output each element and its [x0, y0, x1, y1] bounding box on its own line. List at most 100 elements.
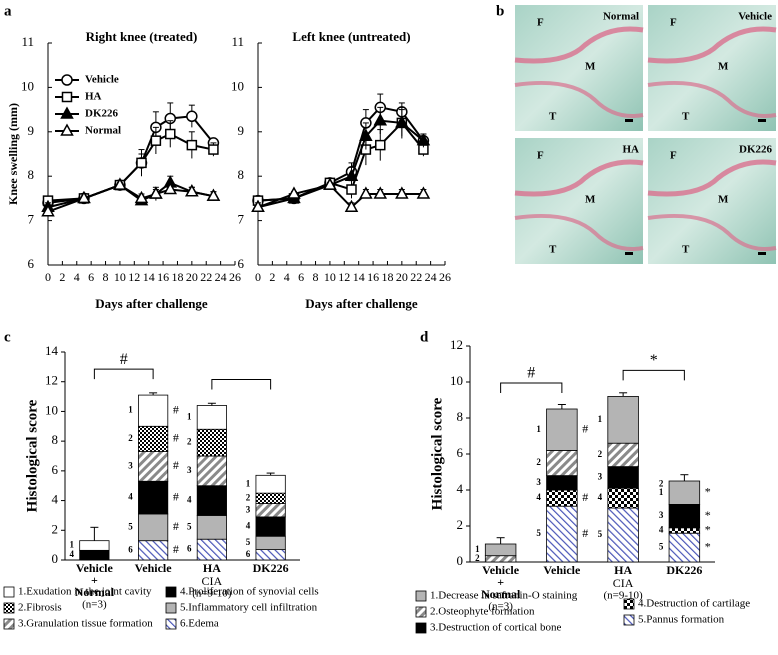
- group-n: (n=3): [82, 599, 107, 611]
- x-tick-label: Normal: [75, 585, 115, 599]
- x-tick-label: DK226: [253, 561, 289, 575]
- legend-swatch: [165, 586, 177, 598]
- significance-mark: #: [173, 431, 179, 445]
- x-tick-label: 20: [396, 270, 408, 284]
- x-tick-label: Vehicle: [543, 563, 581, 577]
- y-tick-label: 12: [450, 337, 463, 352]
- point: [323, 177, 337, 190]
- bar-segment: [546, 408, 578, 451]
- cartilage-stain: [647, 213, 777, 251]
- significance-mark: #: [582, 526, 588, 540]
- x-tick-label: 22: [200, 270, 212, 284]
- x-tick-label: +: [497, 575, 504, 589]
- y-tick-label: 10: [231, 78, 244, 93]
- bar-segment: [607, 395, 639, 444]
- x-tick-label: 0: [45, 270, 51, 284]
- tissue-label: T: [549, 244, 557, 256]
- scale-bar: [625, 252, 633, 255]
- significance-mark: *: [705, 508, 711, 522]
- segment-number: 5: [659, 542, 664, 552]
- x-tick-label: 0: [255, 270, 261, 284]
- x-tick-label: 12: [338, 270, 350, 284]
- bar-segment: [255, 503, 286, 518]
- segment-number: 5: [246, 537, 251, 547]
- legend-swatch: [415, 622, 427, 634]
- legend-swatch: [623, 614, 635, 626]
- y-tick-label: 2: [52, 521, 59, 536]
- legend-label: 4.Destruction of cartilage: [638, 598, 750, 610]
- point: [395, 186, 409, 199]
- point: [395, 115, 409, 128]
- segment-number: 3: [659, 510, 664, 520]
- y-tick-label: 6: [238, 256, 245, 271]
- histology-image: [648, 5, 776, 131]
- legend-label: DK226: [85, 108, 119, 120]
- bracket: [622, 369, 685, 381]
- bracket-label: #: [120, 351, 128, 368]
- bracket: [211, 378, 272, 390]
- scale-bar: [758, 119, 766, 122]
- segment-number: 1: [475, 544, 480, 554]
- significance-mark: *: [705, 522, 711, 536]
- legend-label: Normal: [85, 125, 121, 137]
- point: [136, 157, 147, 169]
- x-tick-label: DK226: [666, 563, 702, 577]
- segment-number: 2: [536, 457, 541, 467]
- y-tick-label: 8: [457, 409, 464, 424]
- tissue-label: M: [718, 194, 729, 206]
- bar-segment: [196, 485, 227, 516]
- segment-number: 1: [536, 424, 541, 434]
- x-tick-label: 18: [381, 270, 393, 284]
- x-tick-label: 14: [353, 270, 365, 284]
- tissue-label: T: [549, 111, 557, 123]
- cartilage-stain: [647, 26, 777, 64]
- point: [287, 186, 301, 199]
- x-tick-label: 24: [215, 270, 227, 284]
- x-tick-label: HA: [203, 561, 221, 575]
- x-tick-label: Vehicle: [482, 563, 520, 577]
- point: [416, 186, 431, 199]
- y-tick-label: 11: [231, 34, 244, 49]
- y-tick-label: 10: [45, 402, 58, 417]
- x-axis-title: Days after challenge: [95, 296, 208, 311]
- group-n: (n=9-10): [192, 588, 232, 600]
- segment-number: 6: [246, 549, 251, 559]
- y-tick-label: 14: [45, 343, 59, 358]
- segment-number: 5: [128, 521, 133, 531]
- legend-label: 1.Decrease in safranin-O staining: [430, 590, 578, 602]
- point: [251, 199, 265, 213]
- legend-label: HA: [85, 91, 102, 103]
- significance-mark: #: [582, 490, 588, 504]
- tissue-label: F: [537, 150, 544, 162]
- legend-marker: [60, 123, 74, 136]
- cartilage-stain: [514, 213, 644, 251]
- bar-segment: [484, 543, 517, 557]
- bar-segment: [255, 474, 286, 494]
- y-tick-label: 8: [238, 167, 245, 182]
- point: [149, 186, 163, 199]
- segment-number: 2: [659, 478, 664, 488]
- segment-number: 3: [246, 504, 251, 514]
- x-tick-label: 2: [59, 270, 65, 284]
- cartilage-stain: [647, 159, 777, 197]
- y-tick-label: 6: [52, 462, 59, 477]
- x-axis-title: Days after challenge: [305, 296, 418, 311]
- bar-segment: [668, 480, 701, 505]
- x-tick-label: 14: [143, 270, 155, 284]
- panel-label: c: [4, 329, 11, 345]
- legend-label: 5.Inflammatory cell infiltration: [180, 602, 318, 614]
- bar-segment: [196, 538, 227, 561]
- point: [150, 135, 162, 146]
- chart-title: Right knee (treated): [86, 29, 198, 44]
- tissue-label: M: [585, 61, 596, 73]
- significance-mark: #: [173, 489, 179, 503]
- tissue-label: T: [682, 244, 690, 256]
- y-tick-label: 2: [457, 517, 464, 532]
- tissue-label: M: [585, 194, 596, 206]
- legend-swatch: [3, 586, 15, 598]
- y-tick-label: 6: [28, 256, 35, 271]
- legend-swatch: [415, 606, 427, 618]
- y-tick-label: 12: [45, 373, 58, 388]
- scale-bar: [625, 119, 633, 122]
- x-tick-label: 6: [298, 270, 304, 284]
